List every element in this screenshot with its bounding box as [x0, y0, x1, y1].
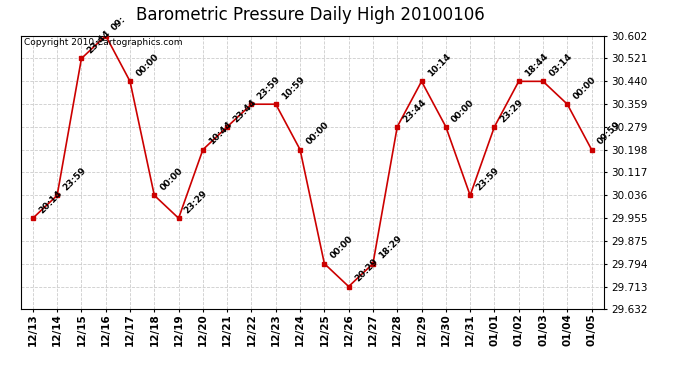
- Text: 23:29: 23:29: [499, 97, 525, 124]
- Text: 23:44: 23:44: [231, 97, 258, 124]
- Text: 20:14: 20:14: [37, 189, 63, 216]
- Text: 23:59: 23:59: [61, 166, 88, 193]
- Text: 03:14: 03:14: [547, 52, 574, 79]
- Text: Barometric Pressure Daily High 20100106: Barometric Pressure Daily High 20100106: [136, 6, 485, 24]
- Text: 00:00: 00:00: [571, 75, 598, 101]
- Text: 10:59: 10:59: [280, 75, 306, 101]
- Text: 09:: 09:: [110, 15, 128, 33]
- Text: 09:59: 09:59: [595, 120, 622, 147]
- Text: 00:00: 00:00: [328, 235, 355, 261]
- Text: 20:29: 20:29: [353, 257, 380, 284]
- Text: 23:59: 23:59: [474, 166, 501, 193]
- Text: Copyright 2010 Cartographics.com: Copyright 2010 Cartographics.com: [23, 38, 182, 47]
- Text: 23:44: 23:44: [86, 29, 112, 56]
- Text: 00:00: 00:00: [304, 121, 331, 147]
- Text: 10:44: 10:44: [207, 120, 234, 147]
- Text: 23:44: 23:44: [402, 97, 428, 124]
- Text: 00:00: 00:00: [450, 98, 476, 124]
- Text: 18:44: 18:44: [523, 52, 550, 79]
- Text: 18:29: 18:29: [377, 234, 404, 261]
- Text: 00:00: 00:00: [134, 53, 161, 79]
- Text: 23:29: 23:29: [183, 189, 210, 216]
- Text: 00:00: 00:00: [159, 166, 185, 193]
- Text: 23:59: 23:59: [256, 75, 282, 101]
- Text: 10:14: 10:14: [426, 52, 453, 79]
